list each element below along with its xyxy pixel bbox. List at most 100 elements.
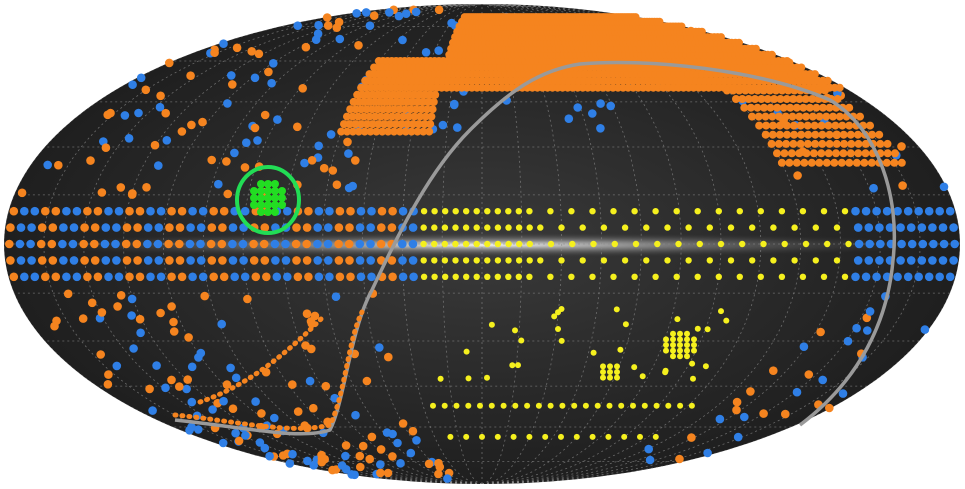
field (717, 240, 725, 248)
field (799, 342, 809, 352)
field (696, 240, 703, 248)
field (807, 158, 816, 167)
field (291, 239, 301, 249)
field (424, 459, 434, 469)
field (851, 206, 860, 216)
field (866, 121, 874, 130)
field (802, 149, 811, 158)
field (62, 206, 71, 216)
field (812, 257, 819, 264)
field (914, 272, 923, 282)
field (677, 330, 683, 337)
field (760, 103, 768, 112)
field (240, 206, 250, 216)
field (787, 149, 796, 158)
field (846, 149, 855, 158)
field (184, 333, 193, 342)
field (569, 240, 576, 248)
field (260, 223, 270, 232)
field (796, 139, 805, 148)
field (240, 272, 250, 282)
field (631, 13, 640, 22)
field (759, 409, 768, 418)
field (639, 373, 646, 380)
field (167, 302, 176, 311)
field (217, 239, 227, 249)
field (622, 321, 629, 328)
field (856, 112, 864, 121)
field (367, 206, 376, 216)
field (161, 108, 170, 118)
field (558, 257, 565, 264)
field (366, 256, 376, 265)
field (835, 112, 844, 121)
field (677, 22, 686, 31)
field (50, 321, 59, 331)
field (188, 206, 197, 216)
field (101, 223, 111, 232)
field (938, 223, 948, 232)
field (799, 103, 808, 112)
field (382, 112, 391, 121)
field (164, 239, 173, 249)
field (250, 73, 260, 83)
field (264, 201, 272, 209)
field (343, 137, 352, 147)
field (949, 256, 958, 265)
field (396, 459, 405, 468)
field (314, 141, 324, 151)
field (568, 273, 575, 280)
field (735, 86, 744, 95)
field (41, 206, 50, 216)
field (234, 436, 244, 446)
field (355, 223, 365, 232)
field (691, 336, 697, 343)
field (579, 257, 586, 264)
field (310, 311, 320, 321)
field (746, 387, 755, 396)
field (949, 223, 958, 232)
field (388, 206, 397, 216)
field (239, 256, 248, 265)
field (142, 183, 151, 192)
field (293, 407, 303, 416)
field (90, 256, 100, 265)
field (799, 273, 807, 280)
field (420, 273, 428, 280)
field (398, 256, 407, 265)
field (363, 120, 371, 129)
field (845, 158, 854, 167)
field (891, 149, 899, 158)
field (897, 142, 906, 151)
field (384, 127, 393, 136)
field (596, 99, 605, 108)
field (183, 375, 192, 384)
field (706, 257, 713, 264)
field (869, 183, 878, 193)
field (463, 433, 470, 440)
field (79, 239, 88, 249)
field (6, 256, 15, 265)
field (579, 224, 586, 231)
field (792, 387, 802, 397)
field (409, 120, 417, 129)
field (112, 256, 121, 265)
field (141, 85, 151, 95)
field (307, 156, 317, 165)
field (243, 294, 252, 304)
field (777, 158, 786, 167)
field (376, 460, 385, 469)
field (313, 29, 323, 38)
field (590, 240, 597, 248)
field (373, 105, 382, 114)
field (462, 224, 470, 231)
field (715, 414, 725, 424)
field (845, 121, 854, 130)
field (37, 256, 47, 265)
field (732, 95, 740, 103)
field (254, 49, 264, 59)
field (753, 86, 762, 95)
field (759, 86, 768, 95)
field (72, 206, 82, 216)
